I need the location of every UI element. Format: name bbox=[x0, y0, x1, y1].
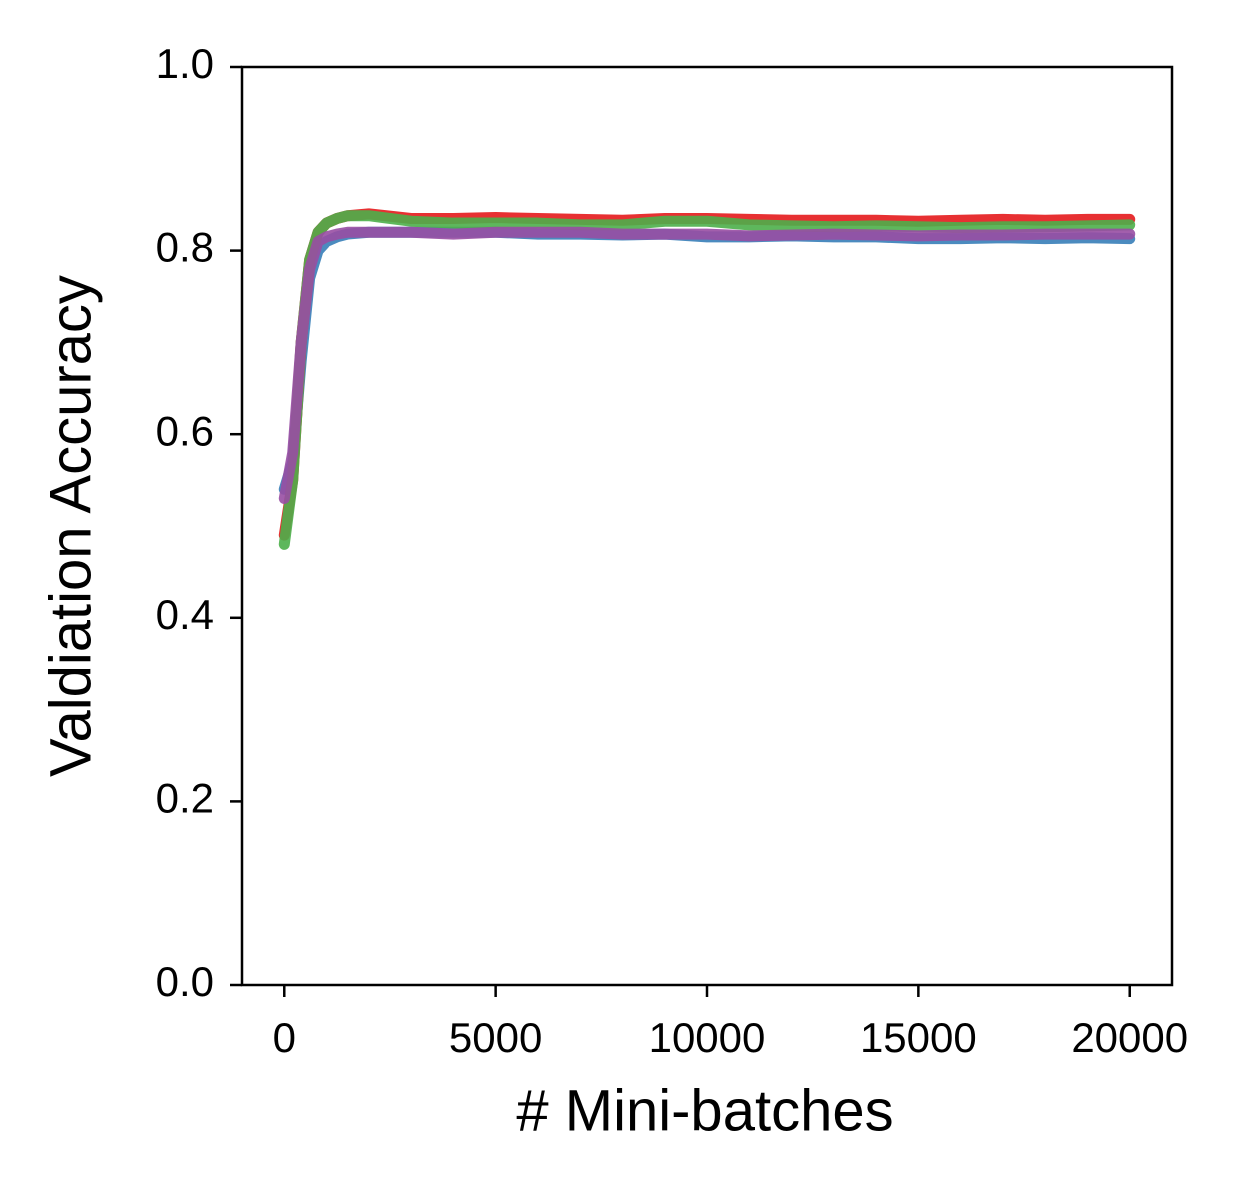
y-tick-label: 0.6 bbox=[156, 407, 214, 454]
y-tick-label: 0.8 bbox=[156, 224, 214, 271]
y-tick-label: 0.2 bbox=[156, 774, 214, 821]
y-axis-label: Valdiation Accuracy bbox=[38, 275, 103, 777]
x-tick-label: 5000 bbox=[449, 1014, 542, 1061]
x-tick-label: 20000 bbox=[1071, 1014, 1188, 1061]
series-line bbox=[278, 226, 1136, 504]
series-line bbox=[278, 226, 1136, 495]
y-tick-label: 0.4 bbox=[156, 591, 214, 638]
series-line bbox=[278, 210, 1136, 550]
y-tick-label: 1.0 bbox=[156, 40, 214, 87]
x-tick-label: 15000 bbox=[860, 1014, 977, 1061]
x-tick-label: 0 bbox=[273, 1014, 296, 1061]
plot-frame bbox=[240, 65, 1174, 987]
series-line bbox=[278, 208, 1136, 541]
x-tick-label: 10000 bbox=[649, 1014, 766, 1061]
x-axis-label: # Mini-batches bbox=[516, 1078, 893, 1143]
y-tick-label: 0.0 bbox=[156, 958, 214, 1005]
